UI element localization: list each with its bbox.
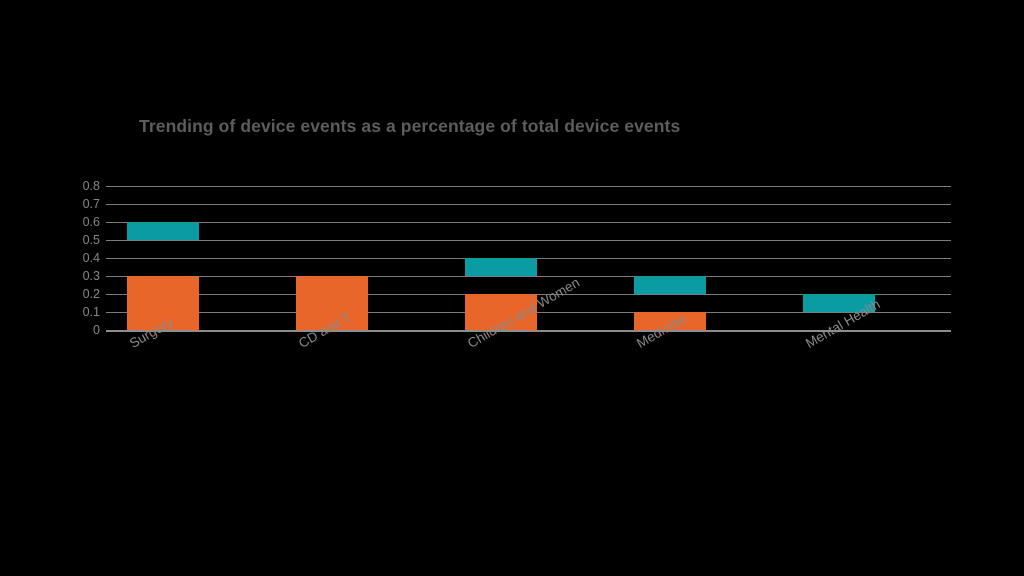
plot-area <box>106 186 951 332</box>
gridline <box>106 222 951 223</box>
bar-series-orange[interactable] <box>633 312 706 330</box>
y-axis-tick-label: 0.7 <box>82 197 100 211</box>
bar-group <box>802 186 875 330</box>
gridline <box>106 240 951 241</box>
y-axis-tick-label: 0.6 <box>82 215 100 229</box>
bar-series-teal[interactable] <box>633 276 706 294</box>
bar-series-teal[interactable] <box>126 222 199 240</box>
bar-group <box>633 186 706 330</box>
gridline <box>106 204 951 205</box>
bar-group <box>126 186 199 330</box>
y-axis-tick-labels: 0.8 0.7 0.6 0.5 0.4 0.3 0.2 0.1 0 <box>58 180 100 337</box>
gridline <box>106 186 951 187</box>
y-axis-tick-label: 0.8 <box>82 179 100 193</box>
bar-series-teal[interactable] <box>464 258 537 276</box>
y-axis-tick-label: 0.4 <box>82 251 100 265</box>
y-axis-tick-label: 0.3 <box>82 269 100 283</box>
x-axis-baseline <box>106 330 951 332</box>
bar-group <box>464 186 537 330</box>
bar-series-orange[interactable] <box>464 294 537 330</box>
bar-group <box>295 186 368 330</box>
bar-series-orange[interactable] <box>126 276 199 330</box>
bar-series-orange[interactable] <box>295 276 368 330</box>
y-axis-tick-label: 0 <box>93 323 100 337</box>
gridline <box>106 276 951 277</box>
chart-title: Trending of device events as a percentag… <box>139 116 681 136</box>
x-axis-category-labels: Surgery CD and T Children and Women Medicin… <box>0 275 1024 450</box>
bar-series-teal[interactable] <box>802 294 875 312</box>
y-axis-tick-label: 0.1 <box>82 305 100 319</box>
y-axis-tick-label: 0.2 <box>82 287 100 301</box>
y-axis-tick-label: 0.5 <box>82 233 100 247</box>
